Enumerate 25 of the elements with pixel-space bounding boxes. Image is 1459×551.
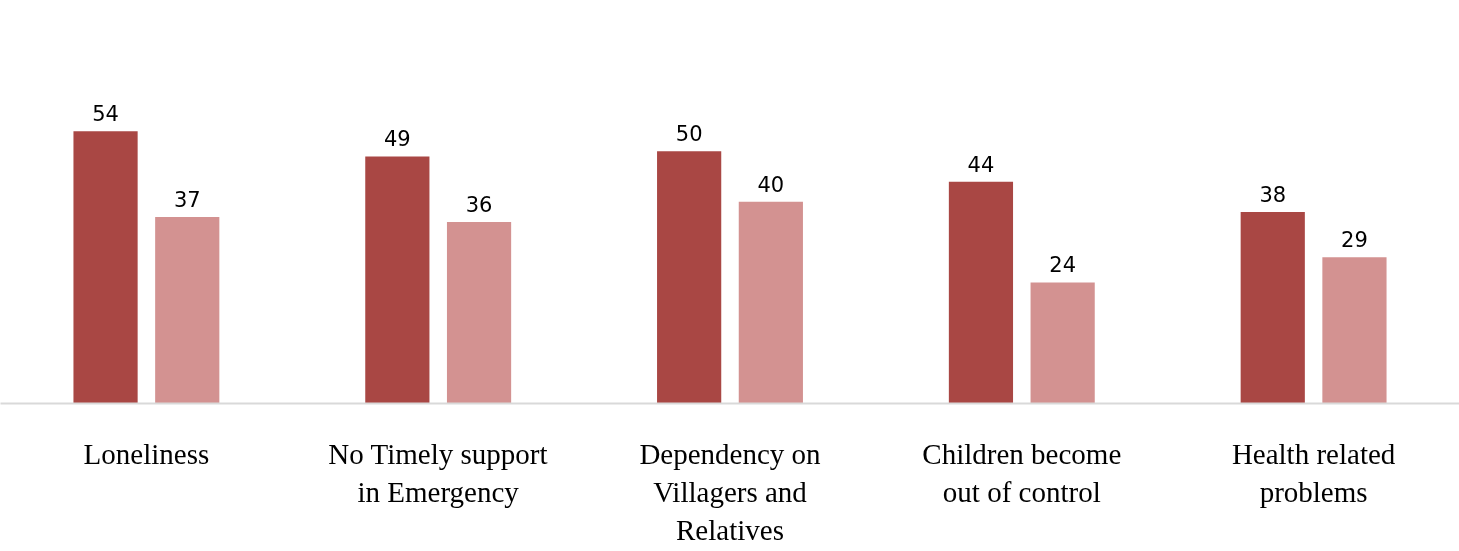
- bar: [365, 156, 430, 404]
- x-tick-label: Health related problems: [1231, 437, 1396, 508]
- bar: [657, 151, 722, 404]
- data-label: 29: [1341, 228, 1368, 253]
- bar: [948, 181, 1014, 404]
- x-tick-label: Dependency on Villagers and Relatives: [639, 437, 822, 547]
- data-label: 44: [967, 152, 995, 177]
- bar: [1322, 257, 1387, 404]
- data-label: 40: [757, 172, 785, 197]
- data-label: 24: [1049, 253, 1077, 278]
- bar: [155, 216, 220, 404]
- bar: [1030, 282, 1095, 404]
- bar: [446, 221, 512, 404]
- data-label: 36: [465, 192, 493, 217]
- bar: [738, 201, 803, 404]
- data-label: 37: [173, 187, 201, 212]
- data-label: 54: [92, 102, 119, 127]
- bar: [1240, 211, 1305, 404]
- data-label: 50: [675, 122, 703, 147]
- data-label: 49: [383, 127, 411, 152]
- bar: [73, 131, 138, 404]
- x-tick-label: Children become out of control: [922, 437, 1122, 508]
- x-tick-label: No Timely support in Emergency: [328, 437, 548, 508]
- data-label: 38: [1259, 182, 1287, 207]
- x-tick-label: Loneliness: [83, 437, 210, 470]
